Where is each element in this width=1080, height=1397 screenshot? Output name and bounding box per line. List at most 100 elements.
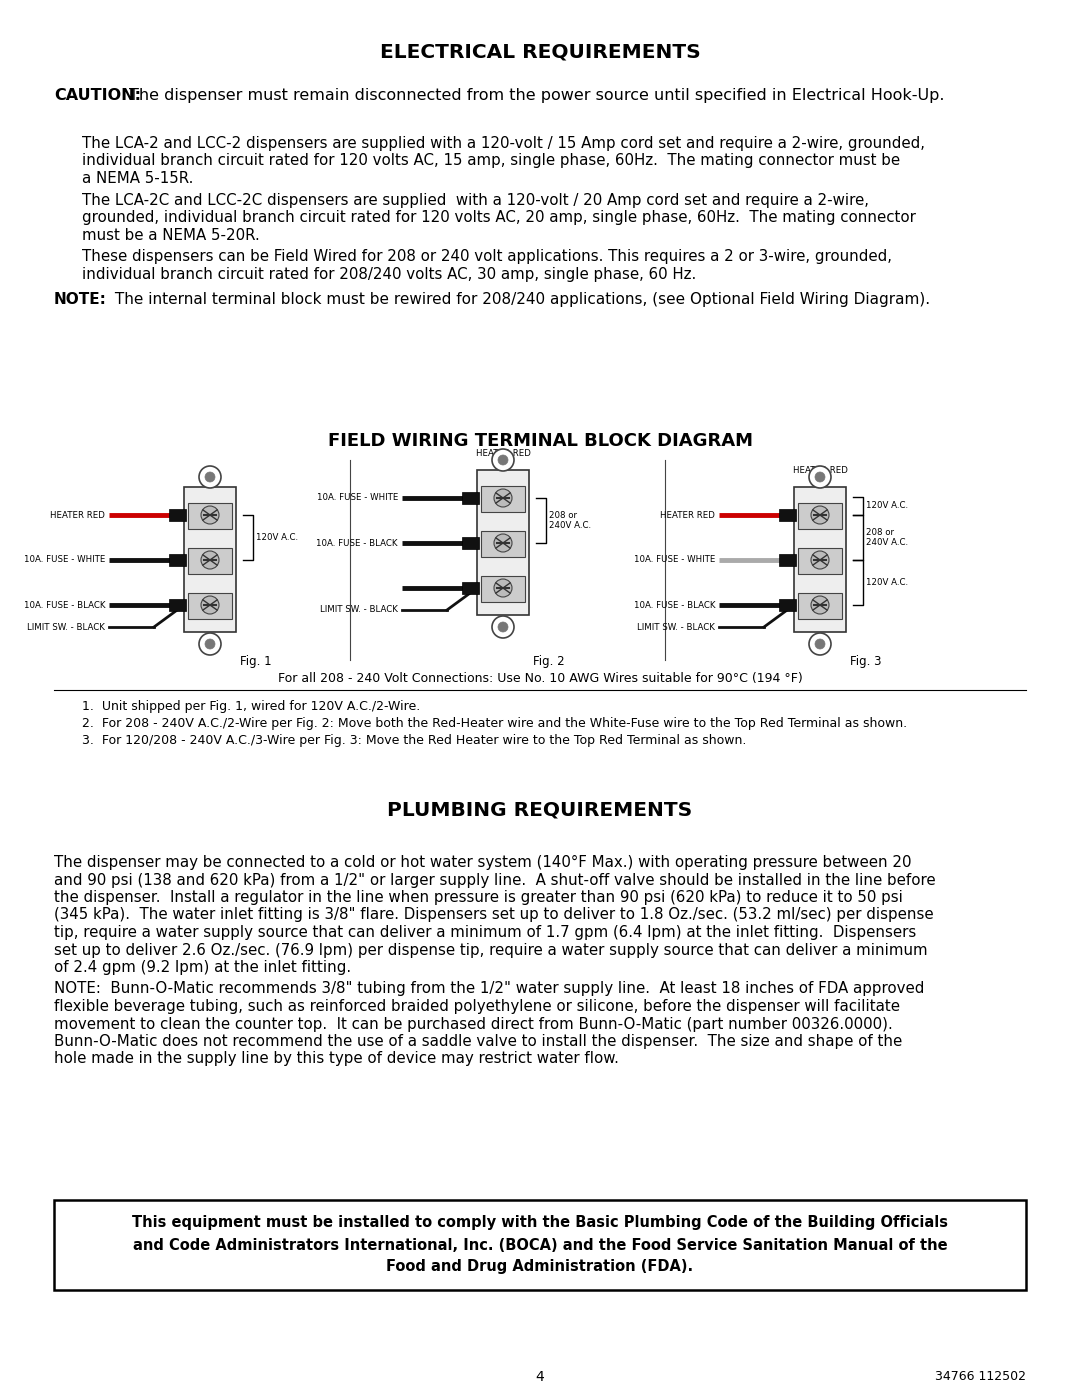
Text: These dispensers can be Field Wired for 208 or 240 volt applications. This requi: These dispensers can be Field Wired for … [82,249,892,264]
Text: 10A. FUSE - BLACK: 10A. FUSE - BLACK [634,601,715,609]
Text: LIMIT SW. - BLACK: LIMIT SW. - BLACK [320,605,399,615]
Text: of 2.4 gpm (9.2 lpm) at the inlet fitting.: of 2.4 gpm (9.2 lpm) at the inlet fittin… [54,960,351,975]
Bar [188,592,232,619]
Text: individual branch circuit rated for 120 volts AC, 15 amp, single phase, 60Hz.  T: individual branch circuit rated for 120 … [82,154,900,169]
Text: Fig. 1: Fig. 1 [240,655,272,668]
FancyBboxPatch shape [54,1200,1026,1289]
Bar [481,531,525,557]
Text: the dispenser.  Install a regulator in the line when pressure is greater than 90: the dispenser. Install a regulator in th… [54,890,903,905]
Bar [481,576,525,602]
Text: 3.  For 120/208 - 240V A.C./3-Wire per Fig. 3: Move the Red Heater wire to the T: 3. For 120/208 - 240V A.C./3-Wire per Fi… [82,733,746,747]
Circle shape [494,534,512,552]
Text: hole made in the supply line by this type of device may restrict water flow.: hole made in the supply line by this typ… [54,1052,619,1066]
Text: set up to deliver 2.6 Oz./sec. (76.9 lpm) per dispense tip, require a water supp: set up to deliver 2.6 Oz./sec. (76.9 lpm… [54,943,928,957]
Text: must be a NEMA 5-20R.: must be a NEMA 5-20R. [82,228,260,243]
Circle shape [492,448,514,471]
Circle shape [498,622,508,631]
Text: 208 or
240V A.C.: 208 or 240V A.C. [866,528,908,548]
Text: 10A. FUSE - WHITE: 10A. FUSE - WHITE [634,556,715,564]
Circle shape [201,597,219,615]
Circle shape [494,578,512,597]
Circle shape [809,467,831,488]
Text: 1.  Unit shipped per Fig. 1, wired for 120V A.C./2-Wire.: 1. Unit shipped per Fig. 1, wired for 12… [82,700,420,712]
Text: 10A. FUSE - BLACK: 10A. FUSE - BLACK [316,538,399,548]
Circle shape [815,638,825,650]
Text: The internal terminal block must be rewired for 208/240 applications, (see Optio: The internal terminal block must be rewi… [110,292,930,307]
Text: 34766 112502: 34766 112502 [935,1370,1026,1383]
Circle shape [494,489,512,507]
Circle shape [811,550,829,569]
Text: Fig. 3: Fig. 3 [850,655,881,668]
Bar [168,509,186,521]
Bar [779,555,796,566]
Bar [481,486,525,511]
Bar [798,592,842,619]
Text: PLUMBING REQUIREMENTS: PLUMBING REQUIREMENTS [388,800,692,819]
Text: 10A. FUSE - BLACK: 10A. FUSE - BLACK [24,601,105,609]
Text: 120V A.C.: 120V A.C. [866,578,908,587]
Text: FIELD WIRING TERMINAL BLOCK DIAGRAM: FIELD WIRING TERMINAL BLOCK DIAGRAM [327,432,753,450]
Circle shape [811,506,829,524]
Circle shape [492,616,514,638]
Text: 4: 4 [536,1370,544,1384]
Text: 10A. FUSE - WHITE: 10A. FUSE - WHITE [316,493,399,503]
Circle shape [201,550,219,569]
Text: The dispenser may be connected to a cold or hot water system (140°F Max.) with o: The dispenser may be connected to a cold… [54,855,912,870]
Text: tip, require a water supply source that can deliver a minimum of 1.7 gpm (6.4 lp: tip, require a water supply source that … [54,925,916,940]
Circle shape [205,638,215,650]
Bar [462,583,480,594]
Text: and Code Administrators International, Inc. (BOCA) and the Food Service Sanitati: and Code Administrators International, I… [133,1238,947,1253]
Text: HEATER RED: HEATER RED [50,510,105,520]
Circle shape [199,633,221,655]
Circle shape [815,472,825,482]
Text: The LCA-2C and LCC-2C dispensers are supplied  with a 120-volt / 20 Amp cord set: The LCA-2C and LCC-2C dispensers are sup… [82,193,869,208]
Text: NOTE:  Bunn-O-Matic recommends 3/8" tubing from the 1/2" water supply line.  At : NOTE: Bunn-O-Matic recommends 3/8" tubin… [54,982,924,996]
Circle shape [811,597,829,615]
Text: HEATER RED: HEATER RED [475,448,530,458]
Text: (345 kPa).  The water inlet fitting is 3/8" flare. Dispensers set up to deliver : (345 kPa). The water inlet fitting is 3/… [54,908,933,922]
Text: Food and Drug Administration (FDA).: Food and Drug Administration (FDA). [387,1260,693,1274]
Circle shape [201,506,219,524]
Text: This equipment must be installed to comply with the Basic Plumbing Code of the B: This equipment must be installed to comp… [132,1215,948,1231]
Circle shape [498,455,508,465]
FancyBboxPatch shape [184,488,237,631]
Text: CAUTION:: CAUTION: [54,88,141,103]
Text: Bunn-O-Matic does not recommend the use of a saddle valve to install the dispens: Bunn-O-Matic does not recommend the use … [54,1034,902,1049]
FancyBboxPatch shape [794,488,846,631]
Bar [779,509,796,521]
Text: LIMIT SW. - BLACK: LIMIT SW. - BLACK [27,623,105,631]
Text: grounded, individual branch circuit rated for 120 volts AC, 20 amp, single phase: grounded, individual branch circuit rate… [82,210,916,225]
Bar [462,492,480,504]
Text: HEATER RED: HEATER RED [660,510,715,520]
Text: LIMIT SW. - BLACK: LIMIT SW. - BLACK [637,623,715,631]
Text: flexible beverage tubing, such as reinforced braided polyethylene or silicone, b: flexible beverage tubing, such as reinfo… [54,999,900,1014]
Text: 10A. FUSE - WHITE: 10A. FUSE - WHITE [24,556,105,564]
Text: movement to clean the counter top.  It can be purchased direct from Bunn-O-Matic: movement to clean the counter top. It ca… [54,1017,893,1031]
Bar [188,503,232,529]
Bar [798,548,842,574]
Bar [168,555,186,566]
Text: Fig. 2: Fig. 2 [534,655,565,668]
Text: For all 208 - 240 Volt Connections: Use No. 10 AWG Wires suitable for 90°C (194 : For all 208 - 240 Volt Connections: Use … [278,672,802,685]
Text: and 90 psi (138 and 620 kPa) from a 1/2" or larger supply line.  A shut-off valv: and 90 psi (138 and 620 kPa) from a 1/2"… [54,873,935,887]
Text: NOTE:: NOTE: [54,292,107,307]
Text: individual branch circuit rated for 208/240 volts AC, 30 amp, single phase, 60 H: individual branch circuit rated for 208/… [82,267,697,282]
Text: HEATER RED: HEATER RED [793,467,848,475]
Bar [798,503,842,529]
Bar [462,536,480,549]
Text: The dispenser must remain disconnected from the power source until specified in : The dispenser must remain disconnected f… [129,88,945,103]
Text: 120V A.C.: 120V A.C. [866,502,908,510]
Bar [188,548,232,574]
Text: 120V A.C.: 120V A.C. [256,534,298,542]
Text: 2.  For 208 - 240V A.C./2-Wire per Fig. 2: Move both the Red-Heater wire and the: 2. For 208 - 240V A.C./2-Wire per Fig. 2… [82,717,907,731]
Circle shape [199,467,221,488]
FancyBboxPatch shape [477,469,529,615]
Text: ELECTRICAL REQUIREMENTS: ELECTRICAL REQUIREMENTS [380,42,700,61]
Text: 208 or
240V A.C.: 208 or 240V A.C. [549,511,591,531]
Circle shape [205,472,215,482]
Circle shape [809,633,831,655]
Bar [168,599,186,610]
Text: The LCA-2 and LCC-2 dispensers are supplied with a 120-volt / 15 Amp cord set an: The LCA-2 and LCC-2 dispensers are suppl… [82,136,924,151]
Text: a NEMA 5-15R.: a NEMA 5-15R. [82,170,193,186]
Bar [779,599,796,610]
